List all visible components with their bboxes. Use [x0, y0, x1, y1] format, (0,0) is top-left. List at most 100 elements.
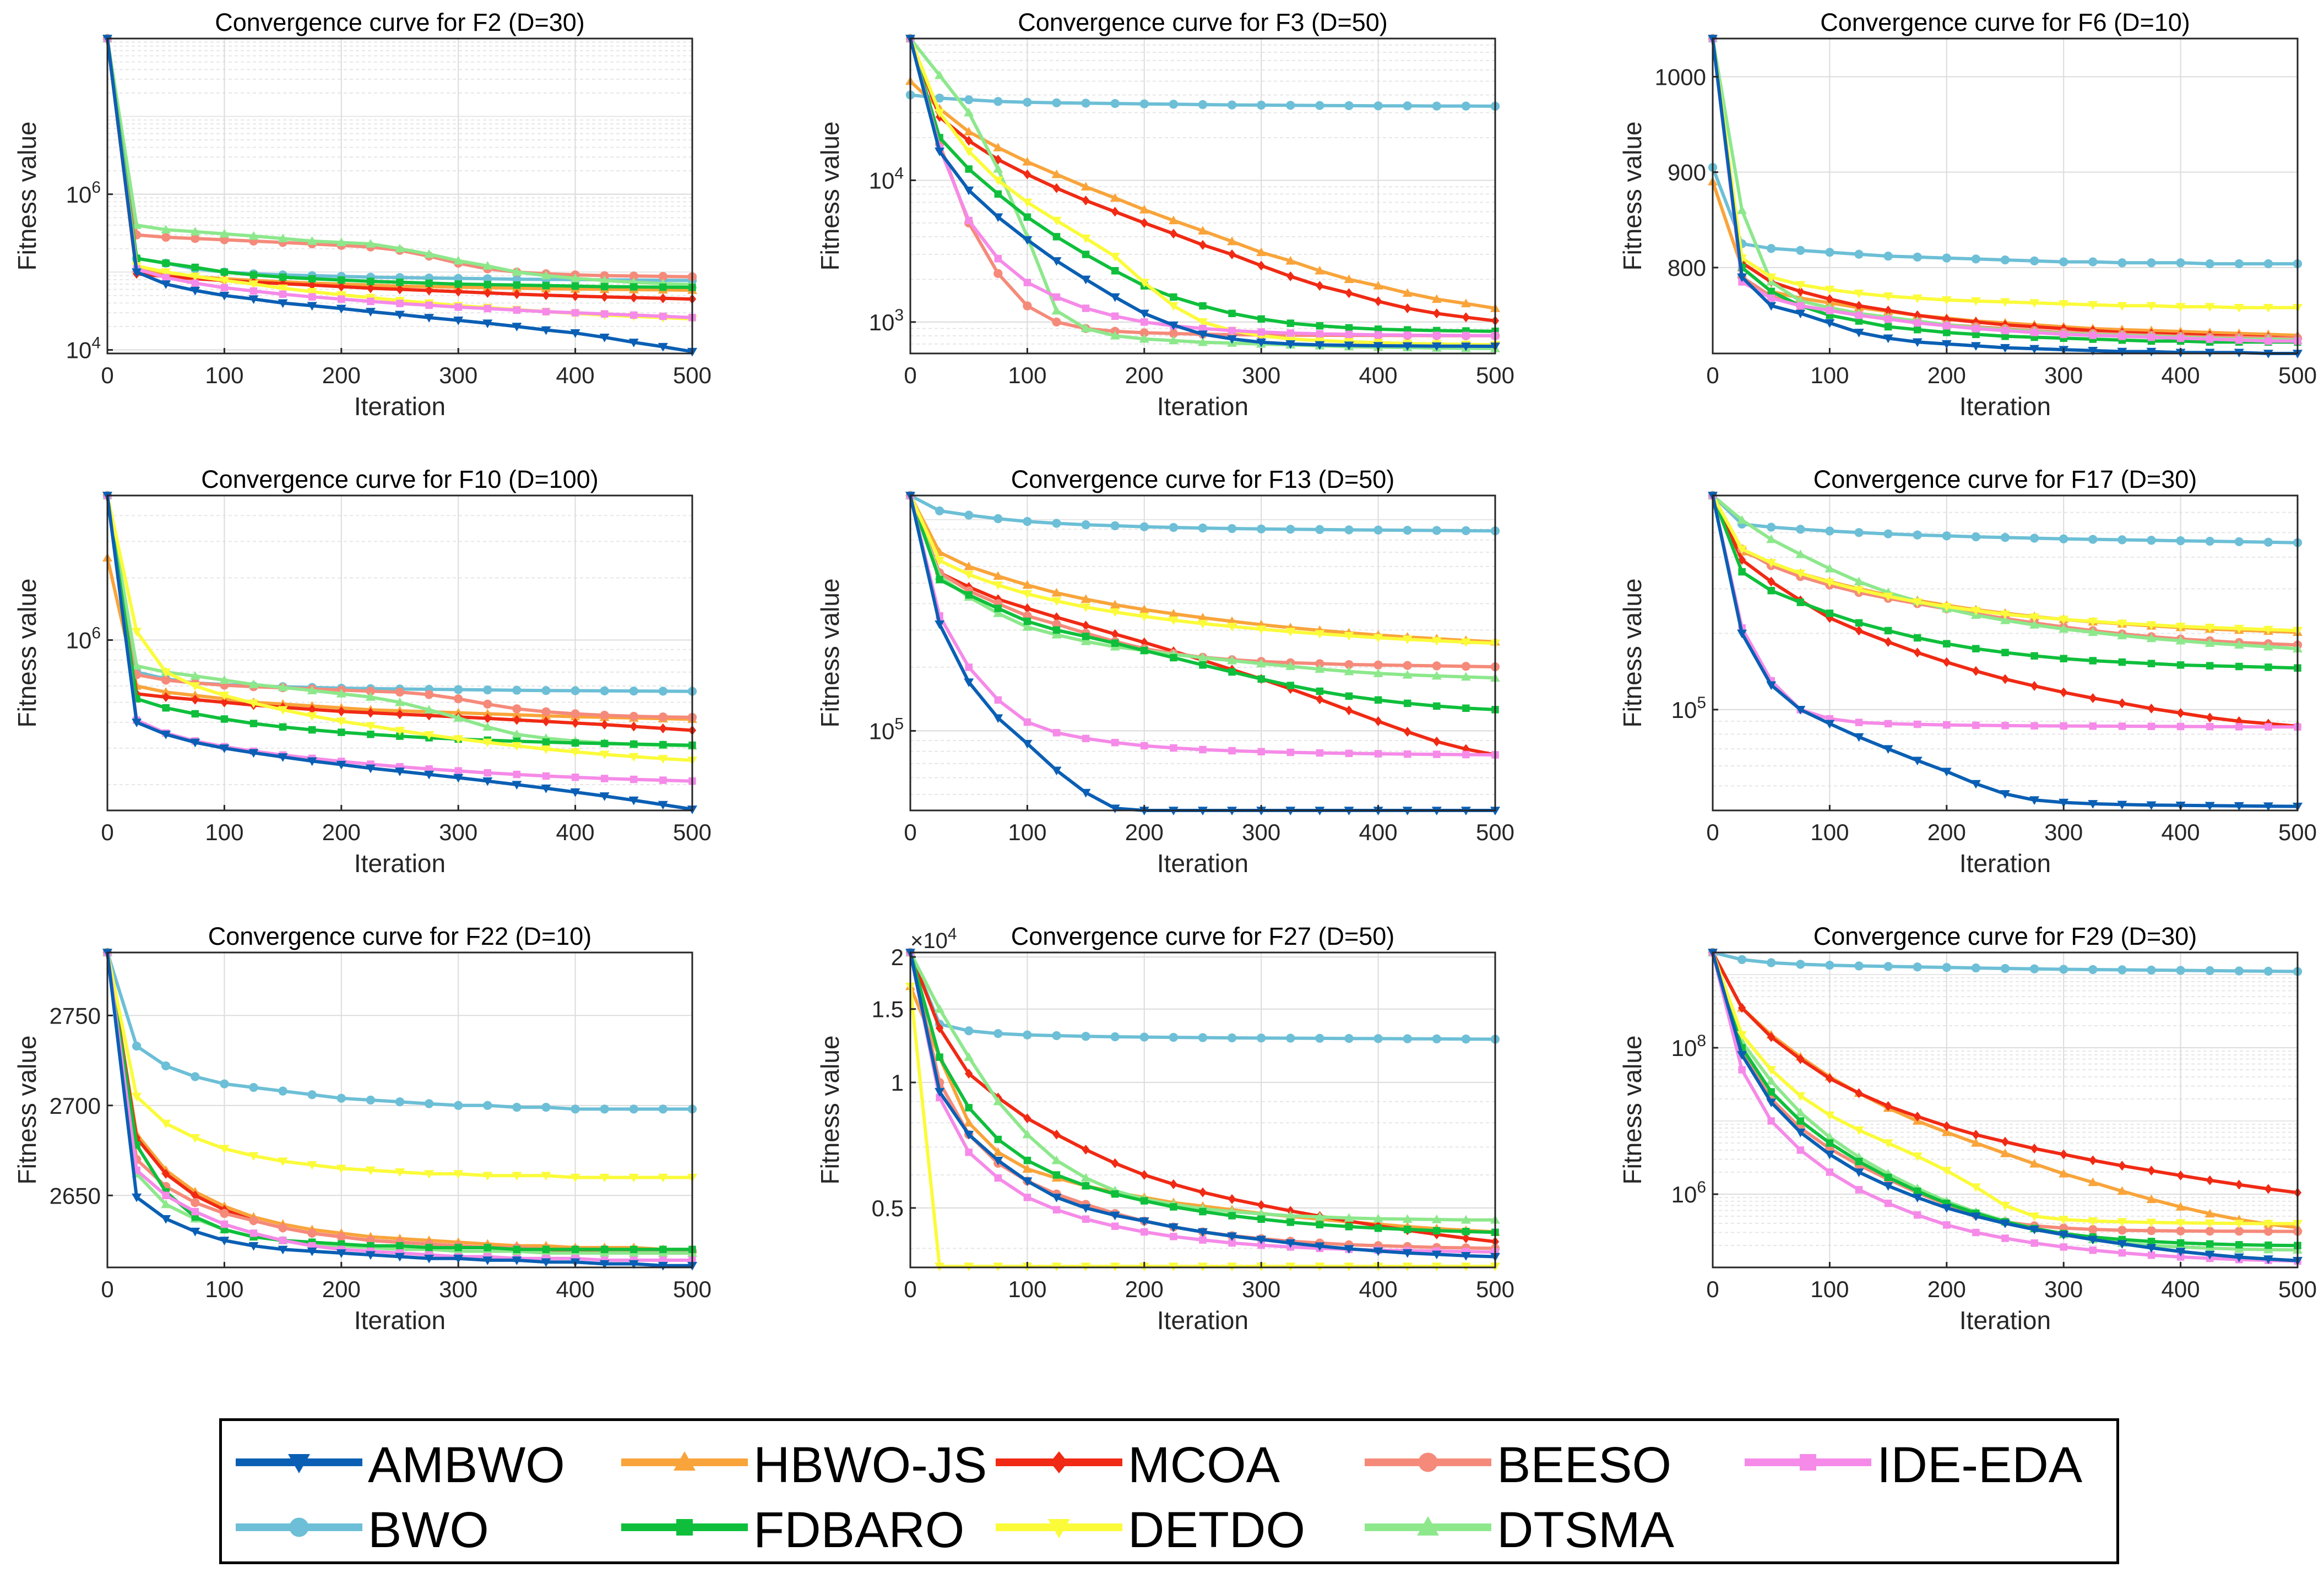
point-fdbaro	[1462, 1228, 1470, 1235]
point-beeso	[161, 676, 171, 685]
point-ide-eda	[1826, 1168, 1834, 1176]
point-fdbaro	[1855, 1157, 1863, 1166]
point-fdbaro	[1082, 251, 1090, 258]
point-ambwo	[1080, 275, 1091, 285]
point-ambwo	[453, 1254, 464, 1264]
point-ambwo	[599, 1260, 610, 1269]
point-bwo	[658, 687, 668, 696]
point-ambwo	[1110, 293, 1120, 302]
point-bwo	[1081, 99, 1090, 108]
point-detdo	[2117, 1218, 2127, 1227]
point-ambwo	[1854, 329, 1864, 338]
point-mcoa	[2235, 1179, 2243, 1190]
point-mcoa	[2264, 1184, 2273, 1194]
point-fdbaro	[1767, 586, 1775, 595]
point-mcoa	[2118, 698, 2126, 709]
point-fdbaro	[2001, 333, 2009, 340]
point-detdo	[248, 280, 259, 290]
legend-marker	[288, 1454, 310, 1473]
point-ide-eda	[1170, 1233, 1177, 1240]
point-bwo	[1315, 525, 1324, 534]
point-bwo	[1883, 252, 1893, 261]
point-fdbaro	[600, 739, 609, 748]
point-detdo	[964, 570, 974, 580]
point-detdo	[1139, 612, 1149, 622]
x-tick-label: 300	[2044, 362, 2083, 388]
point-bwo	[1227, 524, 1237, 534]
point-dtsma	[2234, 640, 2244, 649]
point-ide-eda	[1767, 294, 1775, 302]
point-bwo	[1796, 246, 1805, 255]
point-dtsma	[1402, 1214, 1413, 1223]
point-hbwo-js	[1431, 294, 1442, 303]
point-bwo	[1081, 1032, 1090, 1041]
legend-label: DETDO	[1128, 1502, 1305, 1558]
point-bwo	[1110, 1032, 1120, 1042]
point-bwo	[1913, 962, 1922, 972]
point-ambwo	[1825, 1150, 1835, 1160]
point-mcoa	[1374, 296, 1382, 307]
point-ambwo	[599, 333, 610, 342]
point-beeso	[454, 694, 463, 704]
point-ide-eda	[2001, 722, 2009, 730]
series-group	[102, 491, 697, 814]
point-hbwo-js	[993, 143, 1003, 151]
point-ide-eda	[1855, 311, 1863, 319]
point-fdbaro	[1913, 1187, 1921, 1195]
point-fdbaro	[338, 276, 345, 284]
point-detdo	[1970, 1183, 1981, 1193]
point-ambwo	[219, 1237, 230, 1245]
point-fdbaro	[1052, 233, 1061, 241]
y-axis-label: Fitness value	[13, 578, 41, 727]
y-tick-label: 104	[66, 334, 101, 363]
point-bwo	[1344, 1034, 1354, 1043]
point-ambwo	[482, 319, 493, 329]
point-mcoa	[2176, 707, 2185, 718]
point-bwo	[629, 686, 638, 696]
point-ambwo	[2029, 1226, 2040, 1235]
point-ide-eda	[1111, 312, 1119, 320]
y-tick-label: 2650	[50, 1183, 101, 1209]
series-line-bwo	[106, 952, 692, 1111]
y-scale-note: ×104	[910, 925, 957, 953]
point-ide-eda	[1141, 1228, 1148, 1236]
y-axis-label: Fitness value	[13, 121, 41, 270]
legend-item-dtsma: DTSMA	[1351, 1497, 1736, 1558]
point-detdo	[2146, 621, 2157, 630]
point-ambwo	[599, 792, 610, 801]
x-tick-label: 0	[904, 819, 916, 845]
point-mcoa	[2176, 1171, 2185, 1181]
point-bwo	[2000, 964, 2010, 973]
point-mcoa	[1023, 1113, 1031, 1124]
point-fdbaro	[1141, 646, 1148, 655]
point-ambwo	[2000, 1220, 2010, 1228]
point-detdo	[1080, 603, 1091, 612]
point-ide-eda	[1170, 744, 1177, 752]
point-ide-eda	[1228, 1239, 1236, 1247]
point-ambwo	[1431, 342, 1442, 351]
point-bwo	[1825, 526, 1834, 536]
point-bwo	[336, 1093, 346, 1103]
point-ambwo	[1227, 335, 1237, 344]
series-group	[905, 491, 1500, 815]
point-detdo	[307, 1161, 317, 1170]
point-ambwo	[395, 1253, 405, 1262]
point-dtsma	[1227, 655, 1237, 665]
point-detdo	[395, 727, 405, 736]
point-fdbaro	[1767, 1088, 1775, 1096]
point-ide-eda	[1462, 331, 1470, 340]
point-detdo	[132, 628, 142, 636]
point-mcoa	[1345, 288, 1353, 298]
point-detdo	[307, 287, 317, 297]
point-ide-eda	[1913, 720, 1921, 728]
point-mcoa	[484, 287, 492, 298]
point-dtsma	[132, 220, 142, 229]
point-ambwo	[512, 323, 522, 331]
point-detdo	[1854, 586, 1864, 595]
point-bwo	[1883, 529, 1893, 538]
y-tick-label: 106	[66, 624, 101, 654]
point-detdo	[161, 1119, 171, 1129]
point-dtsma	[993, 164, 1003, 173]
point-mcoa	[994, 154, 1002, 165]
point-ide-eda	[1796, 302, 1805, 310]
